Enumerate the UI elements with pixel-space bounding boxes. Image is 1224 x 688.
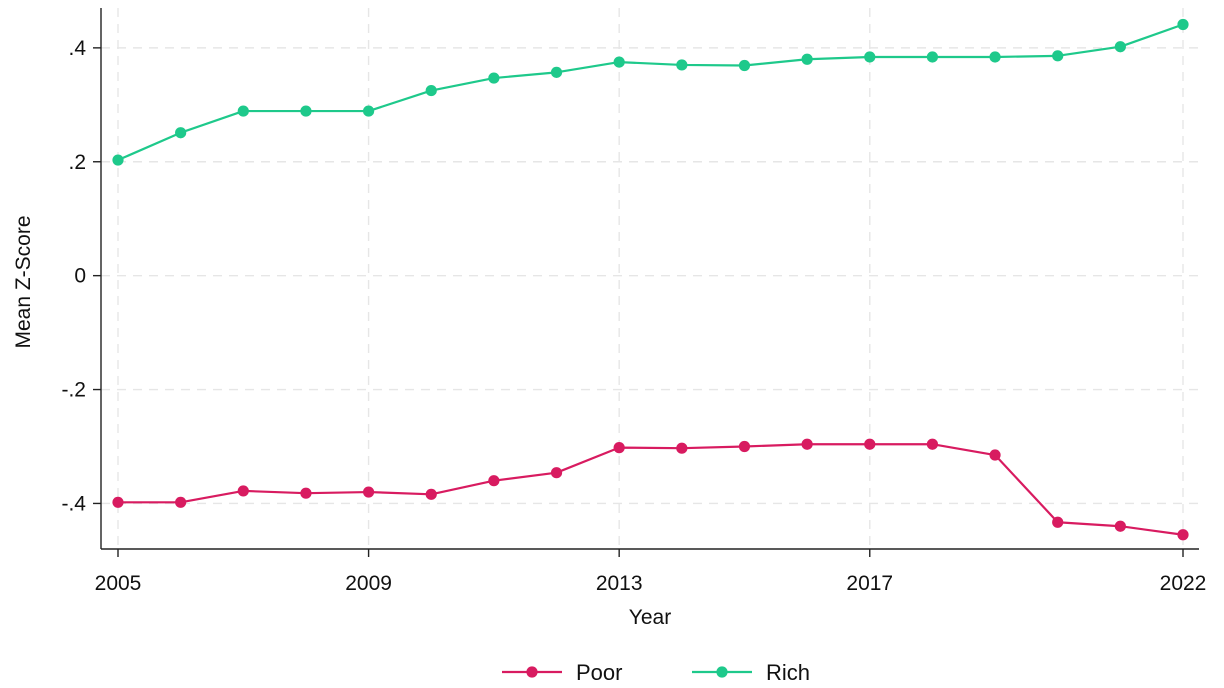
data-point-rich [175, 127, 187, 139]
data-point-poor [864, 438, 876, 450]
legend: Poor Rich [502, 660, 810, 685]
data-point-poor [676, 442, 688, 454]
x-tick-label: 2022 [1160, 572, 1207, 595]
data-point-poor [362, 486, 375, 498]
x-tick-label: 2005 [95, 572, 142, 595]
data-point-poor [175, 496, 187, 508]
data-point-poor [801, 438, 813, 450]
data-point-rich [864, 51, 876, 63]
data-point-rich [738, 59, 751, 72]
data-point-poor [926, 438, 939, 450]
data-point-poor [1177, 529, 1189, 541]
legend-label-rich: Rich [766, 660, 810, 685]
data-point-rich [801, 53, 813, 65]
data-point-rich [362, 105, 375, 117]
legend-item-poor: Poor [502, 660, 622, 685]
grid-lines [101, 8, 1199, 549]
data-point-rich [989, 51, 1001, 63]
data-point-rich [550, 66, 563, 78]
data-point-rich [112, 154, 124, 166]
x-tick-label: 2017 [846, 572, 893, 595]
y-tick-label: .4 [68, 37, 86, 60]
data-point-rich [1052, 50, 1064, 62]
data-point-rich [676, 59, 688, 71]
data-point-rich [300, 105, 312, 117]
data-point-rich [425, 84, 437, 97]
data-point-rich [488, 72, 500, 84]
y-tick-label: -.2 [61, 379, 86, 402]
legend-marker-rich [716, 666, 728, 678]
series-rich [112, 18, 1189, 166]
series-lines [112, 18, 1189, 541]
axes: .4 .2 0 -.2 -.4 2005 2009 2013 2017 2022 [61, 8, 1206, 595]
data-point-poor [425, 488, 437, 500]
x-tick-label: 2013 [596, 572, 643, 595]
data-point-poor [1114, 520, 1126, 532]
data-point-poor [112, 496, 124, 508]
y-tick-label: -.4 [61, 492, 86, 515]
data-point-poor [1052, 516, 1064, 528]
x-axis-title: Year [629, 606, 671, 629]
data-point-poor [989, 449, 1001, 461]
series-line-rich [117, 23, 1184, 162]
y-tick-label: 0 [74, 265, 86, 288]
data-point-poor [300, 487, 312, 499]
data-point-rich [613, 56, 625, 68]
data-point-rich [1114, 41, 1126, 53]
legend-marker-poor [526, 666, 538, 678]
data-point-poor [237, 485, 249, 497]
legend-label-poor: Poor [576, 660, 622, 685]
y-tick-label: .2 [68, 151, 86, 174]
series-line-poor [118, 443, 1184, 536]
x-tick-label: 2009 [345, 572, 392, 595]
data-point-poor [738, 440, 751, 453]
data-point-poor [550, 467, 563, 479]
data-point-poor [488, 475, 500, 487]
data-point-poor [613, 442, 625, 454]
legend-item-rich: Rich [692, 660, 810, 685]
series-poor [112, 438, 1189, 541]
data-point-rich [1177, 18, 1189, 31]
data-point-rich [237, 105, 249, 117]
y-axis-title: Mean Z-Score [12, 215, 35, 348]
data-point-rich [926, 51, 939, 63]
